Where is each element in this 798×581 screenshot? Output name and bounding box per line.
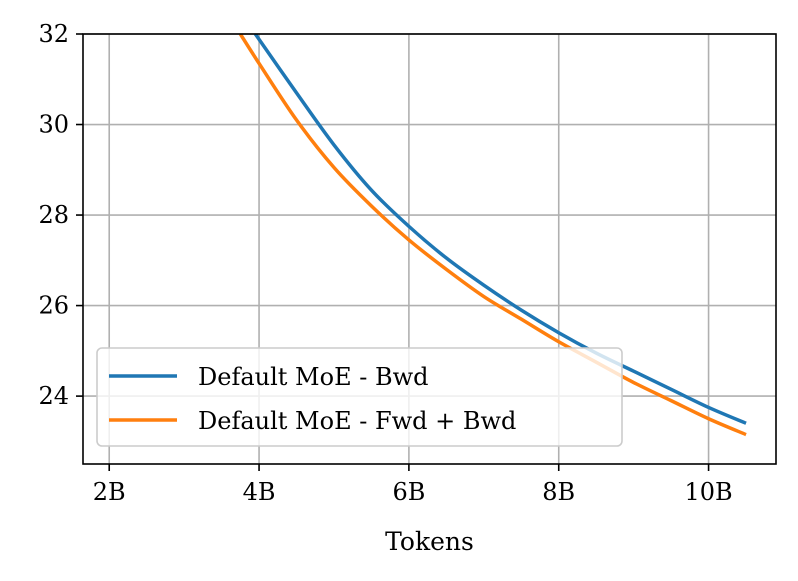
y-tick-label: 24 — [38, 382, 69, 410]
axis-ticks: 2B 4B 6B 8B 10B 24 26 28 30 32 — [38, 20, 732, 506]
legend: Default MoE - Bwd Default MoE - Fwd + Bwd — [96, 347, 623, 447]
y-tick-label: 30 — [38, 111, 69, 139]
series-line-2 — [238, 34, 747, 437]
x-tick-label: 8B — [542, 478, 575, 506]
series-line-1 — [253, 34, 747, 425]
x-tick-label: 4B — [243, 478, 276, 506]
plot-frame — [82, 33, 777, 465]
series-lines — [238, 34, 747, 437]
legend-box — [96, 347, 623, 447]
y-tick-label: 28 — [38, 201, 69, 229]
legend-label: Default MoE - Fwd + Bwd — [198, 407, 516, 435]
y-tick-label: 32 — [38, 20, 69, 48]
x-tick-label: 10B — [684, 478, 732, 506]
x-tick-label: 2B — [93, 478, 126, 506]
legend-label: Default MoE - Bwd — [198, 363, 429, 391]
x-axis-title: Tokens — [385, 527, 474, 556]
x-tick-label: 6B — [392, 478, 425, 506]
y-tick-label: 26 — [38, 292, 69, 320]
